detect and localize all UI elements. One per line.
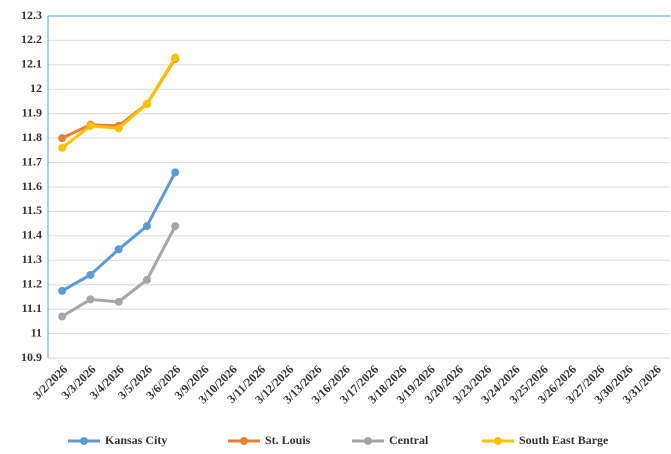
point — [114, 245, 123, 254]
y-tick-label: 11.1 — [22, 301, 42, 315]
y-tick-label: 11.3 — [22, 252, 42, 266]
y-tick-label: 11.4 — [22, 228, 42, 242]
point — [171, 168, 180, 177]
y-tick-label: 10.9 — [21, 350, 42, 364]
point — [142, 275, 151, 284]
y-tick-label: 11.5 — [22, 203, 42, 217]
point — [86, 295, 95, 304]
y-tick-label: 11.7 — [22, 154, 42, 168]
point — [58, 134, 67, 143]
y-tick-label: 11.2 — [22, 276, 42, 290]
y-tick-label: 12.1 — [21, 57, 42, 71]
series-line — [61, 171, 177, 293]
legend-marker — [494, 437, 502, 445]
point — [114, 124, 123, 133]
point — [171, 53, 180, 62]
point — [58, 286, 67, 295]
y-tick-label: 12 — [30, 81, 42, 95]
point — [171, 222, 180, 231]
legend-label: South East Barge — [519, 433, 609, 447]
y-tick-label: 11.6 — [22, 179, 42, 193]
point — [58, 143, 67, 152]
point — [114, 297, 123, 306]
legend-marker — [240, 437, 248, 445]
legend-marker — [80, 437, 88, 445]
y-tick-label: 11.8 — [22, 130, 42, 144]
series-line — [61, 56, 177, 150]
point — [86, 270, 95, 279]
legend-label: St. Louis — [265, 433, 311, 447]
point — [142, 99, 151, 108]
y-tick-label: 12.2 — [21, 32, 42, 46]
point — [86, 121, 95, 130]
y-tick-label: 11.9 — [22, 105, 42, 119]
legend-marker — [364, 437, 372, 445]
point — [58, 312, 67, 321]
point — [142, 222, 151, 231]
legend-label: Kansas City — [105, 433, 167, 447]
y-tick-label: 11 — [31, 325, 42, 339]
legend-label: Central — [389, 433, 429, 447]
y-tick-label: 12.3 — [21, 8, 42, 22]
